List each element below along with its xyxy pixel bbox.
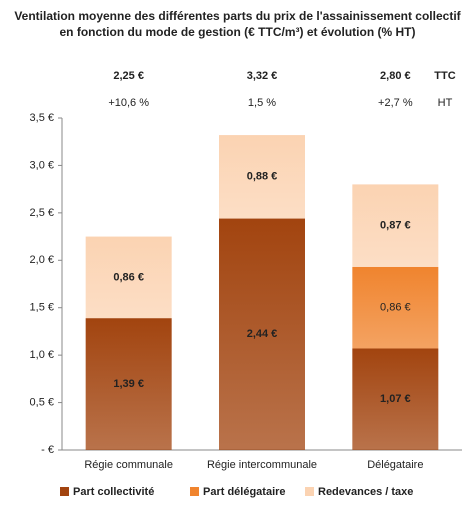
total-label: 2,25 € bbox=[113, 70, 144, 82]
data-label: 1,07 € bbox=[380, 393, 411, 405]
data-label: 0,87 € bbox=[380, 220, 411, 232]
totals-header: TTC bbox=[434, 70, 455, 82]
y-tick-label: 3,0 € bbox=[30, 159, 54, 171]
bar-segment bbox=[219, 135, 305, 219]
legend-swatch bbox=[60, 487, 69, 496]
legend-label: Part collectivité bbox=[73, 486, 154, 498]
y-tick-label: 1,5 € bbox=[30, 302, 54, 314]
evolution-label: +10,6 % bbox=[108, 97, 149, 109]
evolution-label: 1,5 % bbox=[248, 97, 276, 109]
bar-segment bbox=[352, 184, 439, 267]
evolution-label: +2,7 % bbox=[378, 97, 413, 109]
bar-segment bbox=[352, 266, 439, 349]
bar-segment bbox=[85, 236, 172, 319]
y-tick-label: - € bbox=[41, 444, 54, 456]
legend-label: Redevances / taxe bbox=[318, 486, 413, 498]
x-tick-label: Délégataire bbox=[367, 459, 423, 471]
y-tick-label: 1,0 € bbox=[30, 349, 54, 361]
evolution-header: HT bbox=[438, 97, 453, 109]
data-label: 0,88 € bbox=[247, 171, 278, 183]
legend-label: Part délégataire bbox=[203, 486, 286, 498]
data-label: 0,86 € bbox=[113, 271, 144, 283]
x-tick-label: Régie communale bbox=[84, 459, 173, 471]
data-label: 2,44 € bbox=[247, 328, 278, 340]
y-tick-label: 0,5 € bbox=[30, 396, 54, 408]
chart-title: Ventilation moyenne des différentes part… bbox=[14, 9, 461, 39]
y-tick-label: 2,0 € bbox=[30, 254, 54, 266]
bar-segment bbox=[85, 318, 172, 450]
legend-swatch bbox=[190, 487, 199, 496]
total-label: 3,32 € bbox=[247, 70, 278, 82]
data-label: 1,39 € bbox=[113, 378, 144, 390]
bar-segment bbox=[219, 218, 305, 450]
legend-swatch bbox=[305, 487, 314, 496]
y-tick-label: 3,5 € bbox=[30, 112, 54, 124]
data-label: 0,86 € bbox=[380, 302, 411, 314]
total-label: 2,80 € bbox=[380, 70, 411, 82]
y-tick-label: 2,5 € bbox=[30, 207, 54, 219]
bar-segment bbox=[352, 348, 439, 450]
x-tick-label: Régie intercommunale bbox=[207, 459, 317, 471]
